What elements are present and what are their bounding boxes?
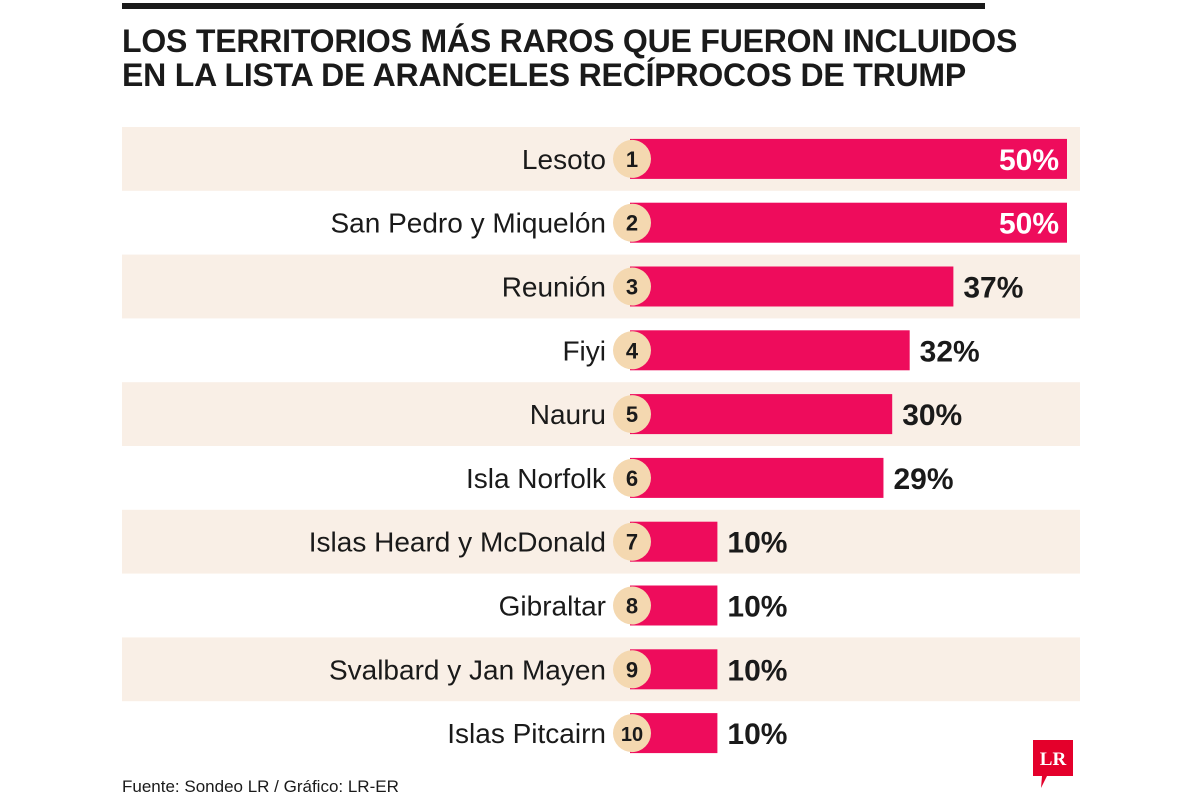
rank-number: 8 xyxy=(626,594,638,619)
value-label: 10% xyxy=(727,654,787,687)
category-label: Lesoto xyxy=(522,144,606,175)
value-label: 50% xyxy=(999,144,1059,177)
value-label: 37% xyxy=(963,272,1023,305)
value-label: 10% xyxy=(727,591,787,624)
rank-number: 1 xyxy=(626,147,638,172)
category-label: Svalbard y Jan Mayen xyxy=(329,654,606,685)
chart-title: LOS TERRITORIOS MÁS RAROS QUE FUERON INC… xyxy=(122,24,1022,92)
rank-badge xyxy=(613,650,651,689)
bar xyxy=(630,202,1067,243)
category-label: Isla Norfolk xyxy=(466,463,607,494)
value-label: 30% xyxy=(902,399,962,432)
rank-badge xyxy=(613,395,651,434)
category-label: Fiyi xyxy=(562,335,606,366)
category-label: Reunión xyxy=(502,272,606,303)
rank-number: 3 xyxy=(626,275,638,300)
rank-number: 2 xyxy=(626,211,638,236)
value-label: 10% xyxy=(727,527,787,560)
rank-number: 5 xyxy=(626,402,638,427)
source-note: Fuente: Sondeo LR / Gráfico: LR-ER xyxy=(122,777,399,796)
value-label: 10% xyxy=(727,718,787,751)
category-label: Islas Pitcairn xyxy=(447,718,606,749)
rank-badge xyxy=(613,522,651,561)
rank-badge xyxy=(613,139,651,178)
rank-number: 10 xyxy=(621,724,643,746)
row-band xyxy=(122,382,1080,446)
row-band xyxy=(122,637,1080,702)
rank-badge xyxy=(613,586,651,625)
value-label: 50% xyxy=(999,208,1059,241)
category-label: Gibraltar xyxy=(499,591,606,622)
value-label: 29% xyxy=(893,463,953,496)
bar xyxy=(630,457,884,498)
lr-logo: LR xyxy=(1033,740,1073,788)
lr-logo-bubble xyxy=(1033,740,1073,788)
rank-number: 6 xyxy=(626,466,638,491)
bar xyxy=(630,266,954,307)
rank-badge xyxy=(613,714,651,753)
category-label: Nauru xyxy=(530,399,606,430)
rank-number: 9 xyxy=(626,657,638,682)
rank-number: 4 xyxy=(626,338,639,363)
rank-badge xyxy=(613,458,651,497)
chart-title-line-1: LOS TERRITORIOS MÁS RAROS QUE FUERON INC… xyxy=(122,23,1018,59)
chart-title-line-2: EN LA LISTA DE ARANCELES RECÍPROCOS DE T… xyxy=(122,57,966,93)
rank-badge xyxy=(613,331,651,370)
bar xyxy=(630,138,1067,179)
bar xyxy=(630,394,893,435)
value-label: 32% xyxy=(920,335,980,368)
category-label: San Pedro y Miquelón xyxy=(330,208,606,239)
bar xyxy=(630,330,910,371)
top-rule xyxy=(122,3,985,9)
lr-logo-text: LR xyxy=(1040,749,1067,770)
category-label: Islas Heard y McDonald xyxy=(309,527,606,558)
rank-badge xyxy=(613,267,651,306)
rank-number: 7 xyxy=(626,530,638,555)
rank-badge xyxy=(613,203,651,242)
row-band xyxy=(122,509,1080,574)
